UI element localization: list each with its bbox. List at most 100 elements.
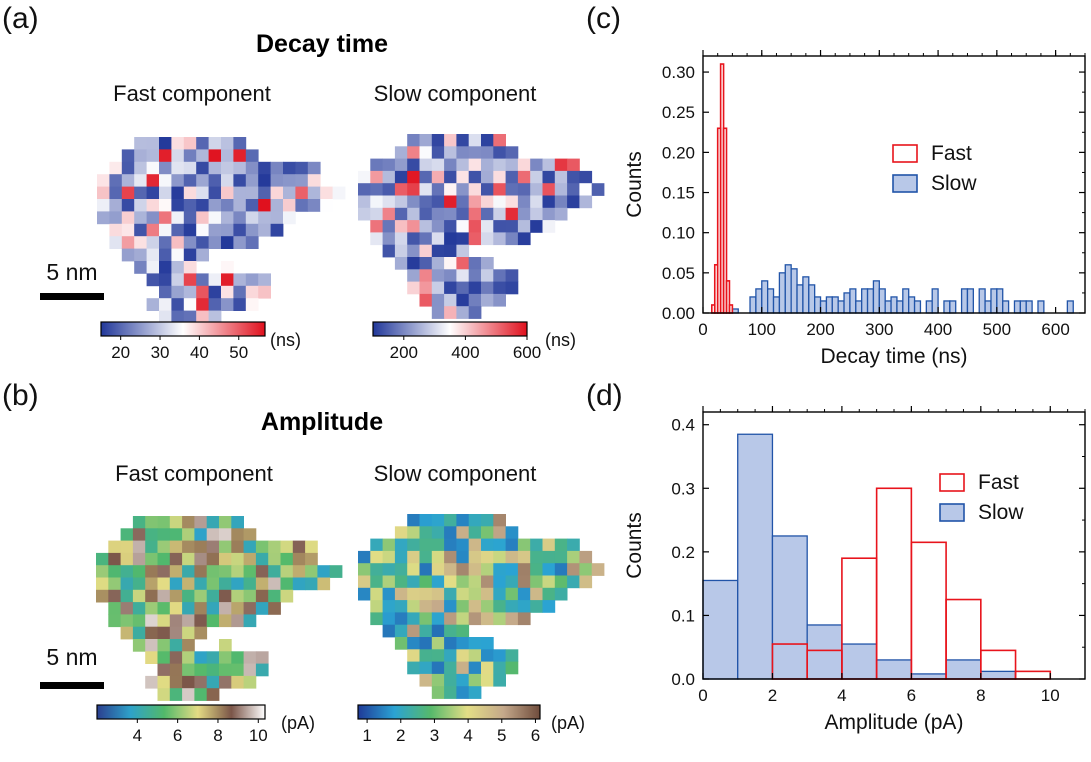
- map-pixel: [444, 649, 457, 662]
- panel-a-title: Decay time: [256, 30, 388, 58]
- map-pixel: [456, 244, 470, 258]
- y-tick-label: 0.4: [671, 416, 695, 435]
- map-pixel: [96, 577, 109, 591]
- map-pixel: [145, 614, 158, 628]
- map-pixel: [493, 649, 506, 662]
- slow-bar: [843, 292, 851, 314]
- map-pixel: [208, 186, 222, 200]
- map-pixel: [245, 285, 259, 299]
- fast-bar: [728, 304, 734, 314]
- map-pixel: [96, 552, 109, 566]
- map-pixel: [159, 248, 172, 262]
- map-pixel: [382, 232, 396, 246]
- map-pixel: [120, 577, 134, 591]
- map-pixel: [431, 257, 445, 270]
- map-pixel: [231, 602, 244, 615]
- map-pixel: [493, 538, 506, 552]
- map-pixel: [157, 651, 171, 664]
- map-pixel: [268, 577, 281, 591]
- map-pixel: [358, 207, 371, 221]
- map-pixel: [517, 575, 531, 589]
- map-pixel: [444, 134, 457, 147]
- map-pixel: [431, 575, 445, 589]
- map-pixel: [219, 675, 232, 689]
- map-pixel: [268, 540, 281, 554]
- map-pixel: [444, 220, 457, 233]
- map-pixel: [481, 575, 494, 589]
- slow-bar: [966, 288, 974, 314]
- map-pixel: [108, 614, 121, 628]
- map-pixel: [255, 589, 269, 603]
- fast-decay-time-map: [97, 137, 346, 324]
- map-pixel: [456, 207, 470, 221]
- slow-bar: [913, 300, 922, 314]
- map-pixel: [468, 526, 482, 539]
- map-pixel: [407, 146, 420, 159]
- map-pixel: [243, 651, 257, 664]
- map-pixel: [233, 298, 247, 311]
- map-pixel: [554, 563, 568, 576]
- map-pixel: [431, 158, 445, 172]
- map-pixel: [431, 170, 445, 184]
- map-pixel: [243, 540, 257, 554]
- map-pixel: [542, 563, 556, 576]
- map-pixel: [183, 236, 197, 249]
- x-tick-label: 0: [698, 320, 707, 339]
- map-pixel: [292, 540, 306, 554]
- map-pixel: [108, 577, 121, 591]
- map-pixel: [280, 589, 294, 603]
- colorbar-tick-label: 3: [430, 726, 439, 745]
- map-pixel: [159, 161, 172, 175]
- map-pixel: [394, 195, 408, 209]
- map-pixel: [206, 688, 220, 701]
- map-pixel: [194, 552, 208, 566]
- slow-bar: [825, 296, 833, 314]
- map-pixel: [182, 540, 195, 554]
- map-pixel: [295, 161, 309, 175]
- map-pixel: [456, 661, 470, 675]
- map-pixel: [245, 149, 259, 163]
- map-pixel: [157, 589, 171, 603]
- map-pixel: [567, 195, 580, 209]
- panel-c-label: (c): [586, 2, 621, 35]
- slow-bar: [1025, 300, 1033, 314]
- x-tick-label: 100: [748, 320, 776, 339]
- map-pixel: [183, 186, 197, 200]
- map-pixel: [258, 186, 271, 200]
- map-pixel: [159, 223, 172, 237]
- map-pixel: [407, 637, 420, 650]
- map-pixel: [419, 575, 433, 589]
- map-pixel: [444, 637, 457, 650]
- map-pixel: [468, 158, 482, 172]
- map-pixel: [431, 624, 445, 638]
- map-pixel: [493, 281, 506, 295]
- map-pixel: [108, 565, 121, 578]
- map-pixel: [132, 528, 146, 541]
- map-pixel: [481, 195, 494, 209]
- map-pixel: [245, 211, 259, 225]
- map-pixel: [221, 174, 234, 187]
- map-pixel: [456, 220, 470, 233]
- slow-bar: [855, 300, 863, 314]
- map-pixel: [468, 649, 482, 662]
- map-pixel: [231, 565, 244, 578]
- map-pixel: [456, 232, 470, 246]
- x-tick-label: 6: [907, 686, 916, 705]
- map-pixel: [468, 600, 482, 613]
- map-pixel: [542, 195, 556, 209]
- map-pixel: [146, 236, 160, 249]
- map-pixel: [481, 538, 494, 552]
- legend-label-slow: Slow: [978, 501, 1024, 524]
- slow-bar: [984, 300, 992, 314]
- map-pixel: [171, 248, 185, 262]
- y-tick-label: 0.25: [662, 103, 695, 122]
- map-pixel: [456, 550, 470, 564]
- map-pixel: [456, 587, 470, 601]
- map-pixel: [468, 269, 482, 282]
- map-pixel: [456, 183, 470, 196]
- map-pixel: [120, 565, 134, 578]
- map-pixel: [221, 137, 234, 150]
- x-tick-label: 200: [806, 320, 834, 339]
- map-pixel: [221, 285, 234, 299]
- map-pixel: [505, 158, 519, 172]
